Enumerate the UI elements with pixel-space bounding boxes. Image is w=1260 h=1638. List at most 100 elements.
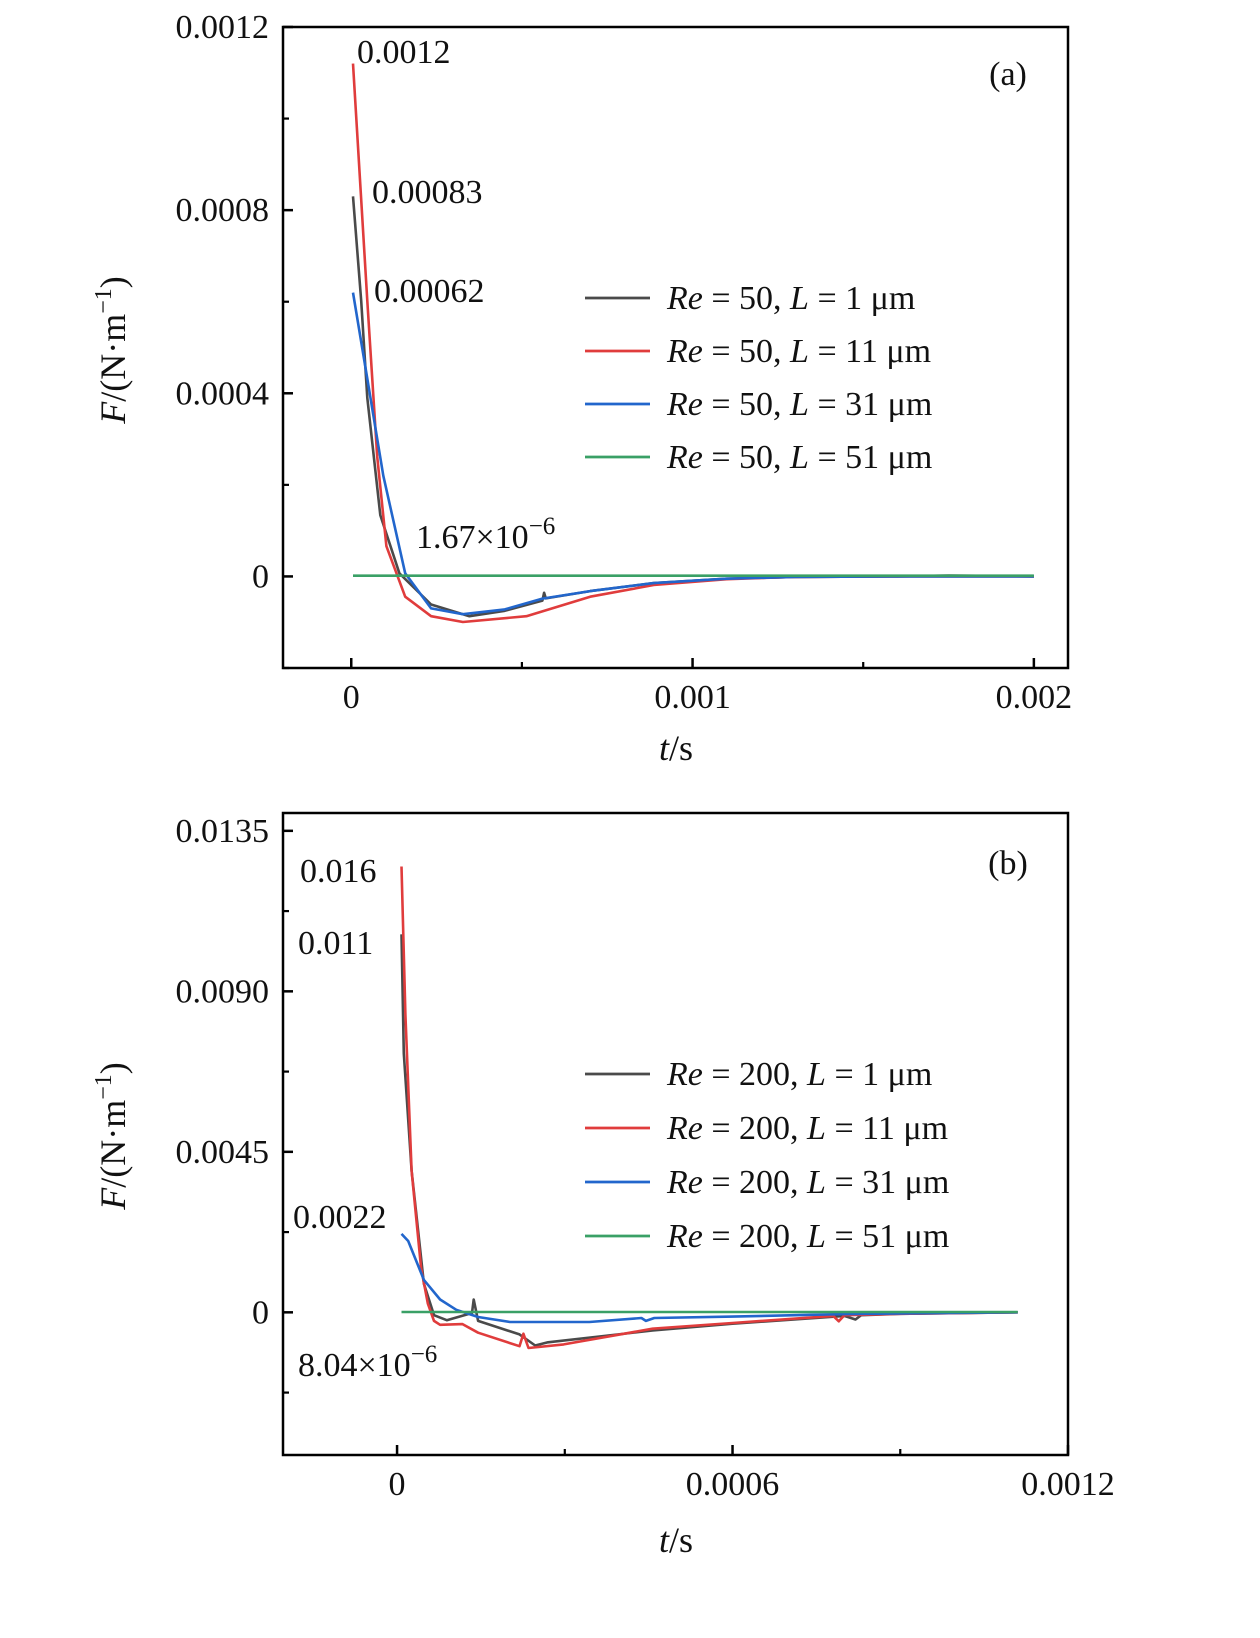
legend-text-part: L [806, 1110, 826, 1147]
legend-text-part: = 1 μm [826, 1056, 932, 1093]
x-tick-label: 0.0012 [1021, 1466, 1115, 1503]
y-axis-label: F/(N·m−1) [91, 276, 133, 425]
x-axis-unit: /s [669, 728, 693, 768]
plot-frame [281, 25, 1070, 670]
legend-text-part: = 31 μm [809, 386, 932, 423]
annotation: 8.04×10−6 [298, 1341, 437, 1384]
y-axis-unit: /(N·m [93, 314, 133, 402]
legend-text-part: L [806, 1218, 826, 1255]
y-tick-label: 0.0004 [176, 375, 270, 412]
y-tick-label: 0 [252, 558, 269, 595]
legend-text-part: = 11 μm [826, 1110, 948, 1147]
x-tick-label: 0.001 [654, 679, 731, 716]
legend-entry-3: Re = 200, L = 31 μm [666, 1164, 949, 1201]
legend-text-part: Re [666, 1056, 703, 1093]
legend-text-part: = 11 μm [809, 333, 931, 370]
legend-text-part: = 51 μm [826, 1218, 949, 1255]
legend-entry-3: Re = 50, L = 31 μm [666, 386, 932, 423]
y-tick-label: 0.0008 [176, 192, 270, 229]
legend-text-part: L [789, 333, 809, 370]
legend-text-part: L [789, 386, 809, 423]
legend-text-part: = 50, [703, 280, 790, 317]
annotation-text: 0.00083 [372, 174, 483, 211]
legend-text-part: L [789, 280, 809, 317]
x-axis-unit: /s [669, 1520, 693, 1560]
y-tick-label: 0.0012 [176, 9, 270, 46]
series-line-3 [400, 1233, 1018, 1324]
plot-frame [281, 811, 1070, 1457]
y-tick-label: 0.0135 [176, 813, 270, 850]
legend-text-part: Re [666, 280, 703, 317]
annotation: 1.67×10−6 [416, 513, 555, 556]
annotation-text: 0.0022 [293, 1199, 387, 1236]
annotation: 0.016 [300, 853, 377, 890]
y-tick-label: 0 [252, 1294, 269, 1331]
panel-label: (a) [989, 56, 1027, 93]
annotation-text: 8.04×10 [298, 1347, 411, 1384]
x-tick-label: 0.002 [996, 679, 1073, 716]
legend-text-part: Re [666, 386, 703, 423]
legend-entry-1: Re = 200, L = 1 μm [666, 1056, 932, 1093]
annotation-text: 0.00062 [374, 273, 485, 310]
series-line-3 [351, 292, 1034, 616]
y-axis-var: F [93, 401, 133, 425]
legend-text-part: = 31 μm [826, 1164, 949, 1201]
legend-text-part: = 50, [703, 386, 790, 423]
legend-entry-4: Re = 200, L = 51 μm [666, 1218, 949, 1255]
legend-text-part: Re [666, 1110, 703, 1147]
x-tick-label: 0 [389, 1466, 406, 1503]
legend-entry-4: Re = 50, L = 51 μm [666, 439, 932, 476]
x-tick-label: 0 [343, 679, 360, 716]
x-axis-label: t/s [659, 728, 693, 768]
annotation: 0.0022 [293, 1199, 387, 1236]
legend-text-part: L [789, 439, 809, 476]
x-axis-var: t [659, 728, 670, 768]
y-tick-label: 0.0045 [176, 1134, 270, 1171]
legend-text-part: = 200, [703, 1110, 807, 1147]
y-axis-close: ) [93, 276, 133, 288]
legend-text-part: = 1 μm [809, 280, 915, 317]
x-axis-var: t [659, 1520, 670, 1560]
legend-text-part: Re [666, 1218, 703, 1255]
panel-label: (b) [988, 845, 1028, 882]
legend-text-part: = 200, [703, 1218, 807, 1255]
annotation-sup: −6 [529, 513, 556, 540]
y-tick-label: 0.0090 [176, 973, 270, 1010]
legend-text-part: = 50, [703, 333, 790, 370]
annotation-text: 0.0012 [357, 34, 451, 71]
annotation-sup: −6 [411, 1341, 438, 1368]
legend-text-part: L [806, 1164, 826, 1201]
legend-entry-2: Re = 200, L = 11 μm [666, 1110, 948, 1147]
y-axis-label: F/(N·m−1) [91, 1062, 133, 1211]
legend-text-part: = 50, [703, 439, 790, 476]
annotation: 0.0012 [357, 34, 451, 71]
legend-text-part: Re [666, 333, 703, 370]
y-axis-close: ) [93, 1062, 133, 1074]
legend-text-part: = 200, [703, 1056, 807, 1093]
y-axis-var: F [93, 1187, 133, 1211]
y-axis-exp: −1 [91, 1074, 117, 1100]
y-axis-exp: −1 [91, 288, 117, 314]
x-axis-label: t/s [659, 1520, 693, 1560]
annotation-text: 0.016 [300, 853, 377, 890]
annotation: 0.00062 [374, 273, 485, 310]
legend-text-part: Re [666, 439, 703, 476]
x-tick-label: 0.0006 [686, 1466, 780, 1503]
legend-entry-2: Re = 50, L = 11 μm [666, 333, 931, 370]
annotation: 0.011 [298, 925, 373, 962]
annotation-text: 1.67×10 [416, 519, 529, 556]
legend-text-part: L [806, 1056, 826, 1093]
annotation-text: 0.011 [298, 925, 373, 962]
legend-entry-1: Re = 50, L = 1 μm [666, 280, 915, 317]
panel-b: 0 0.0006 0.0012 0 0.0045 0.0090 0.0135 t/s F/(N·… [91, 811, 1115, 1560]
legend-text-part: = 200, [703, 1164, 807, 1201]
series-line-2 [400, 866, 1018, 1350]
panel-a: 0 0.001 0.00200.00040.00080.0012t/sF/(N·m−… [91, 9, 1072, 768]
legend-text-part: Re [666, 1164, 703, 1201]
annotation: 0.00083 [372, 174, 483, 211]
y-axis-unit: /(N·m [93, 1100, 133, 1188]
legend-text-part: = 51 μm [809, 439, 932, 476]
